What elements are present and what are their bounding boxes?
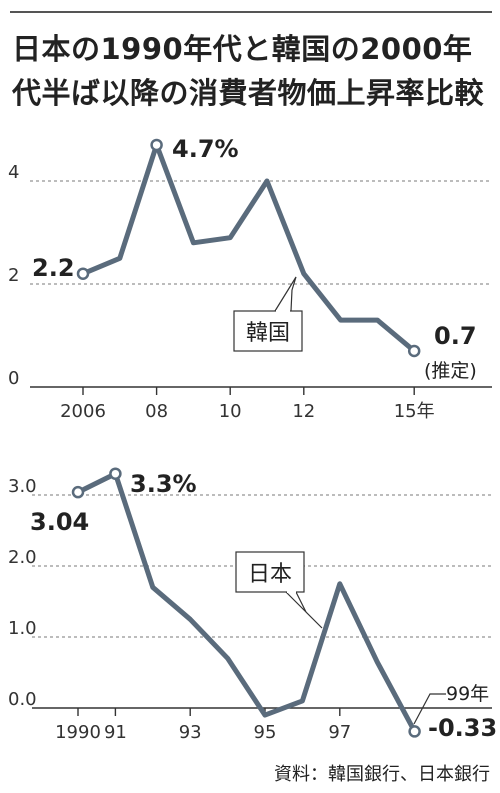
japan-year-note: 99年 — [446, 683, 489, 705]
korea-y-tick-label: 2 — [8, 265, 19, 286]
korea-x-tick-label: 08 — [145, 401, 168, 422]
japan-data-point — [109, 467, 122, 480]
korea-x-tick-label: 10 — [219, 401, 242, 422]
korea-x-tick-label: 15年 — [394, 401, 435, 422]
korea-label-peak: 4.7% — [172, 135, 239, 163]
korea-x-tick-label: 2006 — [60, 401, 106, 422]
chart-title-line2: 代半ば以降の消費者物価上昇率比較 — [12, 76, 485, 110]
japan-data-point — [71, 485, 85, 499]
japan-x-tick-label: 1990 — [55, 722, 101, 743]
japan-x-tick-label: 97 — [328, 722, 351, 743]
top-rule — [10, 11, 492, 13]
korea-note-estimate: (推定) — [424, 360, 477, 382]
korea-chart: 0 2 4 2006 08 10 12 15年 2.2 4.7% 0.7 (推定) 韓国 — [8, 135, 492, 422]
japan-x-tick-label: 93 — [179, 722, 202, 743]
japan-x-tick-label: 95 — [254, 722, 277, 743]
korea-label-end: 0.7 — [434, 322, 477, 350]
japan-legend-label: 日本 — [248, 562, 292, 587]
korea-series-callout: 韓国 — [233, 276, 303, 352]
japan-label-peak: 3.3% — [130, 470, 197, 498]
japan-y-tick-label: 2.0 — [8, 547, 37, 568]
japan-x-tick-label: 91 — [104, 722, 127, 743]
japan-data-point — [408, 725, 421, 738]
japan-label-start: 3.04 — [30, 508, 89, 536]
korea-y-tick-label: 4 — [8, 162, 19, 183]
korea-x-tick-label: 12 — [292, 401, 315, 422]
korea-legend-label: 韓国 — [246, 321, 290, 346]
korea-y-tick-label: 0 — [8, 368, 19, 389]
source-note: 資料：韓国銀行、日本銀行 — [274, 764, 490, 785]
japan-year-leader — [413, 693, 446, 725]
korea-data-point — [76, 267, 90, 280]
korea-series-line — [80, 142, 417, 354]
chart-title-line1: 日本の1990年代と韓国の2000年 — [12, 32, 473, 66]
japan-y-tick-label: 0.0 — [8, 689, 37, 710]
japan-label-end: -0.33 — [428, 714, 497, 742]
korea-data-point — [150, 138, 163, 152]
korea-label-start: 2.2 — [32, 254, 75, 282]
japan-y-tick-label: 3.0 — [8, 476, 37, 497]
japan-y-tick-label: 1.0 — [8, 618, 37, 639]
japan-series-callout: 日本 — [235, 551, 323, 629]
japan-chart: 0.0 1.0 2.0 3.0 1990 91 93 95 97 3.04 3.3% -0.3… — [8, 467, 497, 743]
japan-series-line — [75, 471, 418, 734]
korea-data-point — [407, 344, 421, 358]
